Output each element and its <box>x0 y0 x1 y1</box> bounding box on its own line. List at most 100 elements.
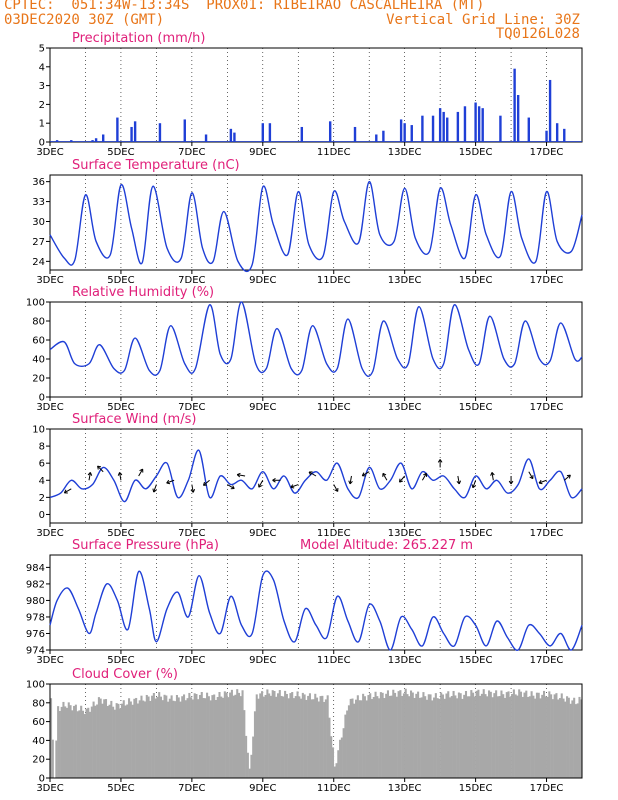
wind-arrow-head <box>399 478 404 483</box>
cloud-bar <box>101 703 104 778</box>
cloud-bar <box>417 691 420 778</box>
cloud-bar <box>257 698 260 778</box>
cloud-bar <box>57 706 60 778</box>
wind-arrow <box>472 480 477 488</box>
cloud-bar <box>409 690 413 778</box>
precip-bar <box>204 134 208 142</box>
cloud-bar <box>376 696 379 778</box>
y-tick-label: 60 <box>32 336 45 347</box>
cloud-bar <box>287 698 290 778</box>
cloud-bar <box>557 699 560 778</box>
y-tick-label: 24 <box>32 257 45 268</box>
cloud-bar <box>74 704 77 778</box>
x-tick-label: 3DEC <box>36 528 63 539</box>
cloud-bar <box>50 698 53 778</box>
cloud-bar <box>163 694 166 778</box>
cloud-bar <box>264 694 267 778</box>
cloud-bar <box>433 697 436 778</box>
cloud-bar <box>303 694 306 778</box>
cloud-bar <box>530 691 533 778</box>
cloud-bar <box>425 699 429 778</box>
wind-arrow-head <box>308 471 313 476</box>
y-tick-label: 36 <box>32 177 45 188</box>
precip-bar <box>300 126 304 142</box>
cloud-bar <box>443 698 446 778</box>
cloud-bar <box>347 705 350 778</box>
cloud-bar <box>574 704 577 778</box>
cloud-bar <box>292 698 296 778</box>
wind-arrow-head <box>166 479 171 485</box>
cloud-bar <box>523 692 526 778</box>
cloud-bar <box>305 699 308 778</box>
header-line1: CPTEC: 051:34W-13:34S PROX01: RIBEIRAO C… <box>4 0 485 13</box>
cloud-bar <box>250 754 253 778</box>
x-tick-label: 13DEC <box>388 528 422 539</box>
cloud-bar <box>468 696 471 778</box>
precip-bar <box>229 128 233 142</box>
precip-bar <box>563 128 566 142</box>
y-tick-label: 100 <box>26 680 45 691</box>
x-tick-label: 3DEC <box>36 783 63 794</box>
cloud-bar <box>516 695 519 778</box>
cloud-bar <box>340 737 343 778</box>
y-tick-label: 3 <box>39 81 45 92</box>
cloud-bar <box>349 698 352 778</box>
y-tick-label: 60 <box>32 717 45 728</box>
cloud-bar <box>560 693 563 778</box>
y-tick-label: 6 <box>39 459 45 470</box>
cloud-bar <box>420 697 423 778</box>
cloud-bar <box>122 700 125 778</box>
cloud-bar <box>330 736 333 778</box>
cloud-bar <box>491 697 494 778</box>
x-tick-label: 3DEC <box>36 402 63 413</box>
cloud-bar <box>381 692 384 778</box>
cloud-bar <box>89 711 92 778</box>
cloud-bar <box>413 697 416 778</box>
precip-bar <box>438 108 442 142</box>
cloud-bar <box>145 694 148 778</box>
precip-bar <box>382 130 385 142</box>
cloud-bar <box>294 696 297 778</box>
panel-title: Surface Temperature (nC) <box>72 158 240 173</box>
x-tick-label: 3DEC <box>36 655 63 666</box>
cloud-bar <box>300 698 303 778</box>
cloud-bar <box>312 699 315 778</box>
y-tick-label: 80 <box>32 317 45 328</box>
panel-title: Cloud Cover (%) <box>72 667 178 682</box>
cloud-bar <box>514 694 517 778</box>
cloud-bar <box>206 692 209 778</box>
cloud-bar <box>564 701 567 778</box>
cloud-bar <box>456 698 459 778</box>
cloud-bar <box>275 696 278 778</box>
cloud-bar <box>555 693 558 778</box>
y-tick-label: 30 <box>32 217 45 228</box>
wind-arrow-head <box>258 483 263 488</box>
series-line <box>49 570 583 651</box>
cloud-bar <box>427 694 430 778</box>
wind-arrow <box>258 480 264 488</box>
x-tick-label: 15DEC <box>459 402 493 413</box>
precip-bar <box>261 123 264 142</box>
cloud-bar <box>140 695 143 778</box>
cloud-bar <box>243 710 246 778</box>
cloud-bar <box>379 692 382 778</box>
y-tick-label: 4 <box>39 476 45 487</box>
y-tick-label: 20 <box>32 755 45 766</box>
cloud-bar <box>316 697 319 778</box>
wind-arrow <box>421 473 427 481</box>
cloud-bar <box>186 698 189 778</box>
y-tick-label: 27 <box>32 237 45 248</box>
y-tick-label: 20 <box>32 374 45 385</box>
cloud-bar <box>172 700 175 778</box>
wind-arrow-head <box>423 472 428 477</box>
x-tick-label: 15DEC <box>459 655 493 666</box>
cloud-bar <box>92 701 95 778</box>
cloud-bar <box>383 698 386 778</box>
cloud-bar <box>69 705 72 778</box>
cloud-bar <box>404 688 407 778</box>
cloud-bar <box>120 703 124 778</box>
x-tick-label: 13DEC <box>388 147 422 158</box>
cloud-bar <box>353 703 356 778</box>
x-tick-label: 3DEC <box>36 275 63 286</box>
cloud-bar <box>475 690 478 778</box>
